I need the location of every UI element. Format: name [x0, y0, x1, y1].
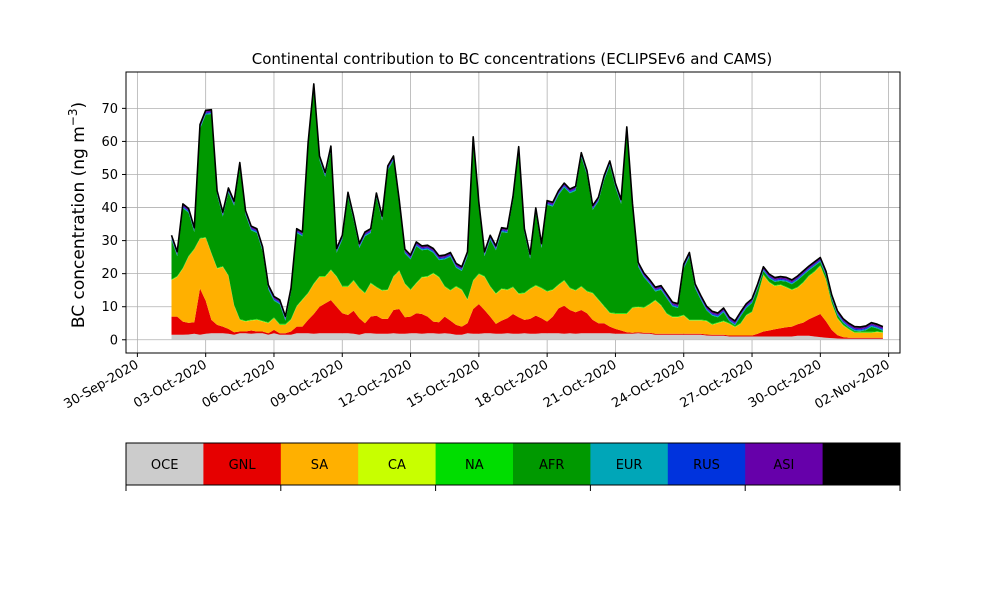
y-tick-label: 0 — [110, 333, 118, 348]
legend-swatch-na — [435, 443, 514, 485]
area-afr — [171, 88, 883, 332]
legend-frame — [125, 442, 901, 486]
colorbar-legend: OCE GNL SA CA NA AFR EUR RUS ASI AUS — [125, 442, 901, 491]
legend-label-gnl: GNL — [229, 458, 257, 473]
y-tick-label: 10 — [101, 300, 118, 315]
y-axis-title-close: ) — [69, 102, 89, 109]
y-tick-label: 20 — [101, 267, 118, 282]
total-outline — [170, 83, 884, 328]
legend-swatch-rus — [667, 443, 746, 485]
legend-label-afr: AFR — [539, 458, 564, 473]
legend-label-asi: ASI — [773, 458, 794, 473]
y-axis-title-text: BC concentration (ng m — [69, 126, 89, 328]
legend-label-sa: SA — [311, 458, 328, 473]
y-axis-title: BC concentration (ng m−3) — [66, 102, 89, 328]
area-gnl — [171, 288, 883, 339]
y-tick-label: 50 — [101, 168, 118, 183]
y-axis: 0 10 20 30 40 50 60 70 — [101, 102, 126, 348]
total-line — [170, 83, 884, 328]
y-tick-label: 60 — [101, 135, 118, 150]
legend-swatch-afr — [513, 443, 591, 485]
y-tick-label: 40 — [101, 201, 118, 216]
legend-swatch-gnl — [203, 443, 282, 485]
plot-frame — [125, 71, 901, 354]
chart-title: Continental contribution to BC concentra… — [252, 50, 773, 68]
legend-label-eur: EUR — [616, 458, 643, 473]
area-sa — [171, 238, 883, 338]
legend-label-oce: OCE — [151, 458, 179, 473]
stacked-areas — [171, 83, 883, 340]
legend-swatch-ca — [358, 443, 437, 485]
legend-swatch-eur — [590, 443, 669, 485]
y-axis-title-superscript: −3 — [66, 108, 80, 126]
legend-swatch-aus — [822, 443, 901, 485]
legend-label-ca: CA — [388, 458, 406, 473]
y-tick-label: 70 — [101, 102, 118, 117]
legend-label-aus: AUS — [848, 458, 875, 473]
legend-label-na: NA — [465, 458, 484, 473]
area-oce — [171, 333, 883, 340]
legend-swatch-oce — [126, 443, 204, 485]
legend-label-rus: RUS — [693, 458, 720, 473]
y-tick-label: 30 — [101, 234, 118, 249]
legend-swatch-asi — [745, 443, 824, 485]
legend-swatch-sa — [280, 443, 359, 485]
